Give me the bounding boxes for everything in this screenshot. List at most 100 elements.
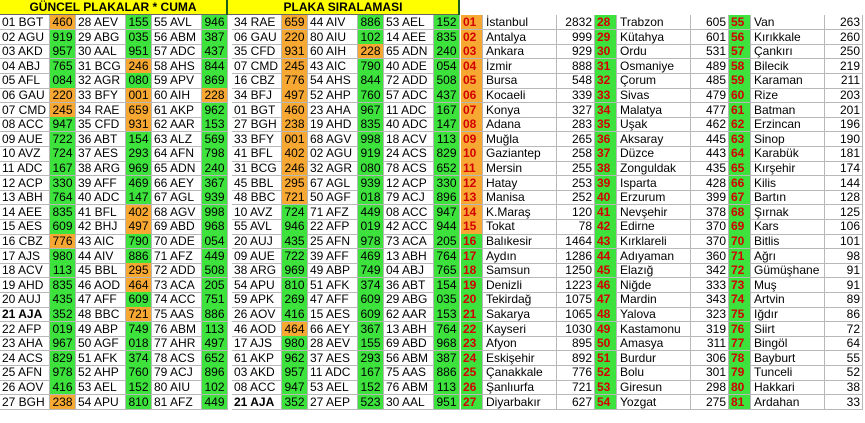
plate-code: 10 AVZ — [232, 204, 282, 220]
rank: 10 — [461, 146, 483, 162]
count: 125 — [825, 204, 863, 220]
count: 888 — [557, 58, 595, 74]
plate-code: 43 AIC — [308, 58, 358, 74]
count: 311 — [691, 336, 729, 352]
city: Şanlıurfa — [483, 380, 557, 396]
count: 52 — [825, 365, 863, 381]
plate-code: 76 ABM — [384, 380, 434, 396]
plate-value: 155 — [126, 15, 152, 31]
plate-code: 65 ADN — [384, 44, 434, 60]
plate-code: 80 AIU — [152, 380, 202, 396]
plate-code: 06 GAU — [0, 88, 50, 104]
plate-code: 19 AHD — [308, 117, 358, 133]
plate-code: 21 AJA — [232, 394, 282, 410]
plate-code: 59 APK — [232, 292, 282, 308]
count: 323 — [691, 307, 729, 323]
count: 601 — [691, 29, 729, 45]
plate-code: 41 BFL — [76, 204, 126, 220]
plate-value: 167 — [358, 365, 384, 381]
city: Çankırı — [751, 44, 825, 60]
plate-code: 29 ABG — [76, 29, 126, 45]
plate-code: 40 ADC — [384, 117, 434, 133]
plate-code: 27 AEP — [308, 394, 358, 410]
header: GÜNCEL PLAKALAR * CUMA — [0, 0, 226, 15]
plate-code: 01 BGT — [232, 102, 282, 118]
plate-code: 42 BHJ — [76, 219, 126, 235]
plate-value: 153 — [434, 307, 460, 323]
plate-value: 721 — [126, 307, 152, 323]
city: Sinop — [751, 131, 825, 147]
plate-value: 829 — [50, 350, 76, 366]
plate-code: 62 AAR — [384, 307, 434, 323]
rank: 06 — [461, 88, 483, 104]
plate-code: 49 ABP — [308, 263, 358, 279]
plate-code: 42 ACC — [384, 219, 434, 235]
count: 428 — [691, 175, 729, 191]
plate-value: 790 — [358, 58, 384, 74]
plate-value: 998 — [202, 204, 228, 220]
plate-value: 722 — [282, 248, 308, 264]
rank: 04 — [461, 58, 483, 74]
plate-value: 238 — [50, 394, 76, 410]
plate-code: 25 AFN — [0, 365, 50, 381]
plate-value: 464 — [126, 277, 152, 293]
plate-code: 21 AJA — [0, 307, 50, 323]
plate-code: 12 ACP — [384, 175, 434, 191]
plate-value: 947 — [50, 117, 76, 133]
plate-code: 40 ADE — [384, 58, 434, 74]
plate-code: 15 AES — [308, 307, 358, 323]
rank: 16 — [461, 234, 483, 250]
plate-value: 205 — [202, 277, 228, 293]
plate-value: 449 — [202, 394, 228, 410]
rank: 08 — [461, 117, 483, 133]
plate-value: 245 — [50, 102, 76, 118]
city: Sakarya — [483, 307, 557, 323]
rank: 25 — [461, 365, 483, 381]
plate-code: 67 AGL — [308, 175, 358, 191]
plate-value: 946 — [282, 219, 308, 235]
count: 298 — [691, 380, 729, 396]
rank: 33 — [595, 88, 617, 104]
rank: 38 — [595, 161, 617, 177]
count: 253 — [557, 175, 595, 191]
city: Yozgat — [617, 394, 691, 410]
city: Zonguldak — [617, 161, 691, 177]
plate-value: 240 — [202, 161, 228, 177]
count: 1030 — [557, 321, 595, 337]
plate-code: 50 AGF — [76, 336, 126, 352]
count: 201 — [825, 102, 863, 118]
rank: 39 — [595, 175, 617, 191]
plate-code: 43 AIC — [76, 234, 126, 250]
rank: 58 — [729, 58, 751, 74]
count: 275 — [691, 394, 729, 410]
plate-code: 47 AFF — [308, 292, 358, 308]
rank: 73 — [729, 277, 751, 293]
plate-code: 38 ARG — [232, 263, 282, 279]
rank: 68 — [729, 204, 751, 220]
plate-value: 374 — [126, 350, 152, 366]
plate-code: 70 ADE — [152, 234, 202, 250]
rank: 15 — [461, 219, 483, 235]
city: Aksaray — [617, 131, 691, 147]
plate-code: 52 AHP — [76, 365, 126, 381]
plate-code: 57 ADC — [384, 88, 434, 104]
plate-value: 951 — [126, 44, 152, 60]
plate-value: 153 — [202, 117, 228, 133]
city: Bartın — [751, 190, 825, 206]
plate-code: 78 ACS — [384, 161, 434, 177]
plate-value: 776 — [282, 73, 308, 89]
plate-value: 402 — [126, 204, 152, 220]
plate-code: 11 ADC — [384, 102, 434, 118]
plate-code: 10 AVZ — [0, 146, 50, 162]
rank: 54 — [595, 394, 617, 410]
count: 265 — [557, 131, 595, 147]
city: Bitlis — [751, 234, 825, 250]
plate-value: 449 — [358, 204, 384, 220]
plate-code: 38 ARG — [76, 161, 126, 177]
plate-code: 73 ACA — [152, 277, 202, 293]
plate-value: 962 — [282, 350, 308, 366]
city: Erzurum — [617, 190, 691, 206]
rank: 12 — [461, 175, 483, 191]
plate-code: 33 BFY — [232, 131, 282, 147]
plate-value: 113 — [202, 321, 228, 337]
